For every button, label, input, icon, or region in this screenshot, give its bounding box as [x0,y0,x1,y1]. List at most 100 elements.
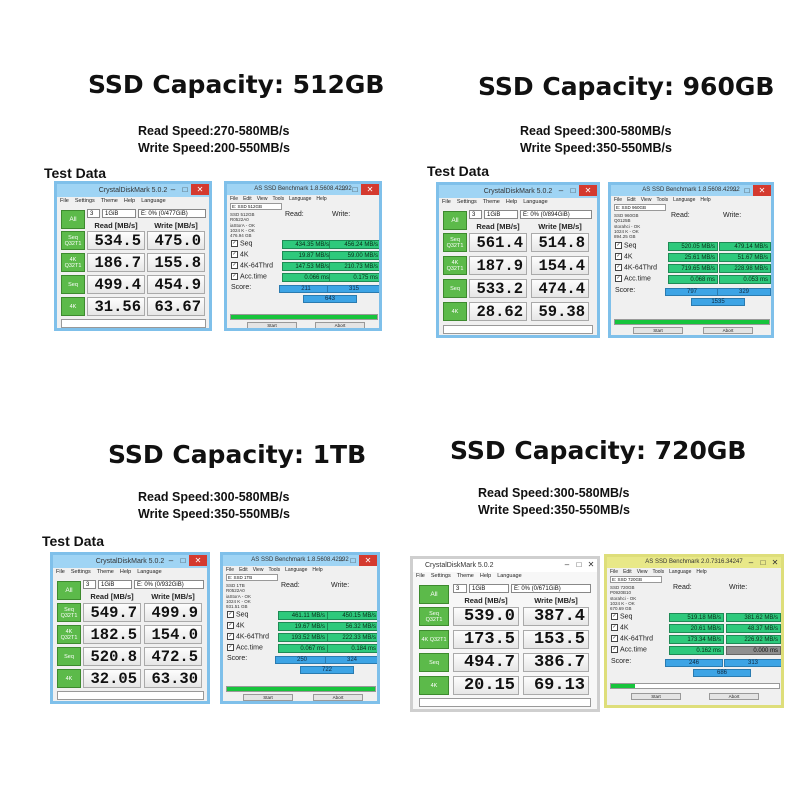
close-icon[interactable]: ✕ [579,185,597,196]
menu-file[interactable]: File [226,567,235,573]
size-select[interactable]: 1GiB [469,584,509,593]
close-icon[interactable]: ✕ [191,184,209,195]
size-select[interactable]: 1GiB [98,580,132,589]
menu-file[interactable]: File [416,573,425,579]
drive-select[interactable]: E: 0% (0/932GiB) [134,580,204,589]
menu-view[interactable]: View [252,567,264,573]
test-acc-time-checkbox[interactable]: ✓ Acc.time [611,646,647,653]
start-button[interactable]: Start [243,694,293,701]
menu-settings[interactable]: Settings [70,569,91,575]
menu-file[interactable]: File [60,198,69,204]
menu-language[interactable]: Language [669,569,692,575]
test-4k-64thrd-checkbox[interactable]: ✓ 4K-64Thrd [611,635,653,642]
menu-help[interactable]: Help [316,196,327,202]
menu-help[interactable]: Help [119,569,132,575]
all-button[interactable]: All [57,581,81,600]
start-button[interactable]: Start [633,327,683,334]
close-icon[interactable]: ✕ [753,185,771,196]
menu-language[interactable]: Language [141,198,166,204]
test-seq-q32t1-button[interactable]: Seq Q32T1 [61,231,85,250]
test-seq-q32t1-button[interactable]: Seq Q32T1 [419,607,449,626]
count-select[interactable]: 3 [87,209,100,218]
menu-help[interactable]: Help [696,569,707,575]
abort-button[interactable]: Abort [313,694,363,701]
test-4k-checkbox[interactable]: ✓ 4K [615,253,633,260]
test-4k-button[interactable]: 4K [61,297,85,316]
test-4k-64thrd-checkbox[interactable]: ✓ 4K-64Thrd [227,633,269,640]
menu-file[interactable]: File [614,197,623,203]
abort-button[interactable]: Abort [315,322,365,328]
menu-view[interactable]: View [640,197,652,203]
minimize-icon[interactable]: – [170,185,176,194]
menu-help[interactable]: Help [312,567,323,573]
menu-edit[interactable]: Edit [243,196,252,202]
close-icon[interactable]: ✕ [189,555,207,566]
menu-language[interactable]: Language [289,196,312,202]
maximize-icon[interactable]: □ [570,186,576,195]
menu-tools[interactable]: Tools [268,567,281,573]
menu-edit[interactable]: Edit [627,197,636,203]
minimize-icon[interactable]: – [732,186,738,195]
test-4k-64thrd-checkbox[interactable]: ✓ 4K-64Thrd [231,262,273,269]
menu-language[interactable]: Language [523,199,548,205]
menu-help[interactable]: Help [505,199,518,205]
menu-help[interactable]: Help [123,198,136,204]
drive-select[interactable]: E: 0% (0/671GiB) [511,584,591,593]
close-icon[interactable]: ✕ [587,560,595,569]
abort-button[interactable]: Abort [709,693,759,700]
size-select[interactable]: 1GiB [102,209,136,218]
menu-language[interactable]: Language [673,197,696,203]
test-seq-checkbox[interactable]: ✓ Seq [611,613,632,620]
size-select[interactable]: 1GiB [484,210,518,219]
menu-language[interactable]: Language [137,569,162,575]
minimize-icon[interactable]: – [748,558,754,567]
count-select[interactable]: 3 [83,580,96,589]
test-seq-checkbox[interactable]: ✓ Seq [615,242,636,249]
test-4k-q32t1-button[interactable]: 4K Q32T1 [419,630,449,649]
menu-language[interactable]: Language [497,573,522,579]
drive-select[interactable]: E: SSD 960GB [614,204,666,211]
drive-select[interactable]: E: SSD 512GB [230,203,282,210]
all-button[interactable]: All [419,585,449,604]
menu-settings[interactable]: Settings [456,199,477,205]
count-select[interactable]: 3 [453,584,467,593]
drive-select[interactable]: E: 0% (0/894GiB) [520,210,592,219]
menu-file[interactable]: File [610,569,619,575]
menu-file[interactable]: File [230,196,239,202]
test-acc-time-checkbox[interactable]: ✓ Acc.time [615,275,651,282]
test-acc-time-checkbox[interactable]: ✓ Acc.time [227,644,263,651]
drive-select[interactable]: E: SSD 1TB [226,574,278,581]
test-seq-button[interactable]: Seq [419,653,449,672]
maximize-icon[interactable]: □ [760,558,766,567]
menu-language[interactable]: Language [285,567,308,573]
test-seq-q32t1-button[interactable]: Seq Q32T1 [443,233,467,252]
all-button[interactable]: All [61,210,85,229]
maximize-icon[interactable]: □ [744,186,750,195]
menu-settings[interactable]: Settings [74,198,95,204]
menu-edit[interactable]: Edit [239,567,248,573]
close-icon[interactable]: ✕ [361,184,379,195]
menu-file[interactable]: File [442,199,451,205]
menu-theme[interactable]: Theme [96,569,114,575]
menu-tools[interactable]: Tools [656,197,669,203]
maximize-icon[interactable]: □ [352,185,358,194]
test-seq-q32t1-button[interactable]: Seq Q32T1 [57,603,81,622]
menu-theme[interactable]: Theme [482,199,500,205]
maximize-icon[interactable]: □ [576,560,582,569]
drive-select[interactable]: E: 0% (0/477GiB) [138,209,206,218]
close-icon[interactable]: ✕ [771,558,779,567]
test-4k-button[interactable]: 4K [57,669,81,688]
menu-help[interactable]: Help [479,573,492,579]
maximize-icon[interactable]: □ [182,185,188,194]
close-icon[interactable]: ✕ [359,555,377,566]
test-4k-q32t1-button[interactable]: 4K Q32T1 [61,253,85,272]
maximize-icon[interactable]: □ [350,556,356,565]
menu-theme[interactable]: Theme [100,198,118,204]
menu-tools[interactable]: Tools [272,196,285,202]
test-4k-checkbox[interactable]: ✓ 4K [231,251,249,258]
test-seq-checkbox[interactable]: ✓ Seq [227,611,248,618]
minimize-icon[interactable]: – [340,185,346,194]
test-4k-q32t1-button[interactable]: 4K Q32T1 [57,625,81,644]
minimize-icon[interactable]: – [558,186,564,195]
minimize-icon[interactable]: – [168,556,174,565]
